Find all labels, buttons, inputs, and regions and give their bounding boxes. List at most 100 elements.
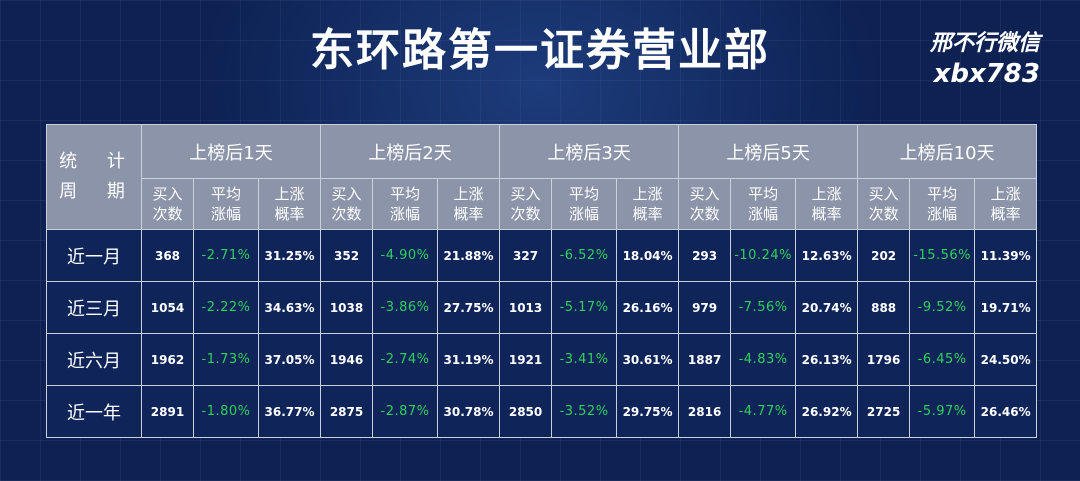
sub-header-line: 次数	[868, 205, 899, 223]
rise-prob-cell: 26.16%	[616, 281, 680, 334]
rise-prob-cell: 19.71%	[974, 281, 1038, 334]
avg-change-cell: -10.24%	[730, 229, 797, 282]
sub-header: 平均 涨幅	[551, 178, 618, 230]
watermark: 邢不行微信 xbx783	[930, 30, 1040, 90]
sub-header-line: 买入	[510, 185, 541, 203]
sub-header-line: 上涨	[811, 185, 842, 203]
rise-prob-cell: 11.39%	[974, 229, 1038, 282]
buy-count-cell: 1921	[499, 333, 553, 386]
watermark-line2: xbx783	[933, 59, 1040, 89]
buy-count-cell: 1038	[320, 281, 374, 334]
rise-prob-cell: 18.04%	[616, 229, 680, 282]
sub-header: 平均 涨幅	[730, 178, 797, 230]
sub-header-line: 次数	[331, 205, 362, 223]
avg-change-cell: -1.73%	[193, 333, 259, 386]
buy-count-cell: 2875	[320, 385, 374, 438]
buy-count-cell: 2816	[678, 385, 732, 438]
sub-header-line: 涨幅	[569, 205, 600, 223]
table-body: 近一月 368 -2.71% 31.25% 352 -4.90% 21.88% 327 -6.5…	[46, 229, 1038, 438]
avg-change-cell: -3.41%	[551, 333, 618, 386]
avg-change-cell: -3.86%	[372, 281, 439, 334]
sub-header: 上涨 概率	[795, 178, 859, 230]
watermark-line1: 邢不行微信	[929, 31, 1040, 56]
period-header: 统 计 周 期	[46, 124, 142, 230]
group-header: 上榜后2天	[320, 124, 501, 179]
buy-count-cell: 352	[320, 229, 374, 282]
buy-count-cell: 1887	[678, 333, 732, 386]
avg-change-cell: -6.52%	[551, 229, 618, 282]
buy-count-cell: 293	[678, 229, 732, 282]
rise-prob-cell: 24.50%	[974, 333, 1038, 386]
sub-header-line: 上涨	[453, 185, 484, 203]
sub-header: 买入 次数	[678, 178, 732, 230]
rise-prob-cell: 31.19%	[437, 333, 501, 386]
avg-change-cell: -3.52%	[551, 385, 618, 438]
table-row: 近一月 368 -2.71% 31.25% 352 -4.90% 21.88% 327 -6.5…	[46, 229, 1038, 282]
sub-header-line: 涨幅	[927, 205, 958, 223]
sub-header-line: 平均	[210, 185, 241, 203]
buy-count-cell: 2725	[857, 385, 911, 438]
sub-header-line: 涨幅	[210, 205, 241, 223]
sub-header-line: 概率	[274, 205, 305, 223]
avg-change-cell: -9.52%	[909, 281, 976, 334]
sub-header-row: 买入 次数 平均 涨幅 上涨 概率 买入 次数 平均 涨幅 上涨 概率 买入 次数 平均 涨幅 上涨 概率 买入 次数…	[47, 178, 1038, 230]
rise-prob-cell: 37.05%	[257, 333, 322, 386]
rise-prob-cell: 30.78%	[437, 385, 501, 438]
rise-prob-cell: 26.46%	[974, 385, 1038, 438]
sub-header: 平均 涨幅	[909, 178, 976, 230]
rise-prob-cell: 36.77%	[257, 385, 322, 438]
buy-count-cell: 2891	[141, 385, 194, 438]
group-header: 上榜后10天	[857, 124, 1038, 179]
avg-change-cell: -2.71%	[193, 229, 259, 282]
rise-prob-cell: 27.75%	[437, 281, 501, 334]
sub-header: 上涨 概率	[974, 178, 1038, 230]
period-cell: 近六月	[46, 333, 142, 386]
sub-header-line: 平均	[927, 185, 958, 203]
rise-prob-cell: 26.13%	[795, 333, 859, 386]
rise-prob-cell: 34.63%	[257, 281, 322, 334]
buy-count-cell: 979	[678, 281, 732, 334]
rise-prob-cell: 12.63%	[795, 229, 859, 282]
page-title: 东环路第一证券营业部	[310, 25, 770, 76]
sub-header: 平均 涨幅	[372, 178, 439, 230]
table-row: 近一年 2891 -1.80% 36.77% 2875 -2.87% 30.78% 2850-…	[46, 385, 1038, 438]
buy-count-cell: 888	[857, 281, 911, 334]
buy-count-cell: 202	[857, 229, 911, 282]
rise-prob-cell: 20.74%	[795, 281, 859, 334]
buy-count-cell: 368	[141, 229, 194, 282]
period-cell: 近三月	[46, 281, 142, 334]
buy-count-cell: 1054	[141, 281, 194, 334]
avg-change-cell: -5.17%	[551, 281, 618, 334]
avg-change-cell: -6.45%	[909, 333, 976, 386]
sub-header: 买入 次数	[499, 178, 553, 230]
group-header-row: 统 计 周 期 上榜后1天 上榜后2天 上榜后3天 上榜后5天 上榜后10天	[46, 124, 1038, 230]
sub-header-line: 涨幅	[390, 205, 421, 223]
avg-change-cell: -4.90%	[372, 229, 439, 282]
sub-header: 上涨 概率	[257, 178, 322, 230]
avg-change-cell: -4.83%	[730, 333, 797, 386]
period-header-line2: 周 期	[59, 181, 137, 202]
buy-count-cell: 1796	[857, 333, 911, 386]
sub-header: 买入 次数	[857, 178, 911, 230]
period-cell: 近一年	[46, 385, 142, 438]
sub-header: 买入 次数	[320, 178, 374, 230]
sub-header-line: 平均	[569, 185, 600, 203]
group-header: 上榜后5天	[678, 124, 859, 179]
stats-table: 统 计 周 期 上榜后1天 上榜后2天 上榜后3天 上榜后5天 上榜后10天 买…	[46, 124, 1038, 438]
sub-header-line: 上涨	[990, 185, 1021, 203]
sub-header-line: 概率	[453, 205, 484, 223]
sub-header: 平均 涨幅	[193, 178, 259, 230]
avg-change-cell: -7.56%	[730, 281, 797, 334]
buy-count-cell: 1962	[141, 333, 194, 386]
sub-header-line: 次数	[689, 205, 720, 223]
sub-header-line: 平均	[390, 185, 421, 203]
avg-change-cell: -15.56%	[909, 229, 976, 282]
sub-header-line: 平均	[748, 185, 779, 203]
sub-header-line: 次数	[510, 205, 541, 223]
avg-change-cell: -5.97%	[909, 385, 976, 438]
avg-change-cell: -2.87%	[372, 385, 439, 438]
sub-header-line: 买入	[689, 185, 720, 203]
avg-change-cell: -2.22%	[193, 281, 259, 334]
table-row: 近三月 1054 -2.22% 34.63% 1038 -3.86% 27.75% 1013-…	[46, 281, 1038, 334]
buy-count-cell: 1013	[499, 281, 553, 334]
